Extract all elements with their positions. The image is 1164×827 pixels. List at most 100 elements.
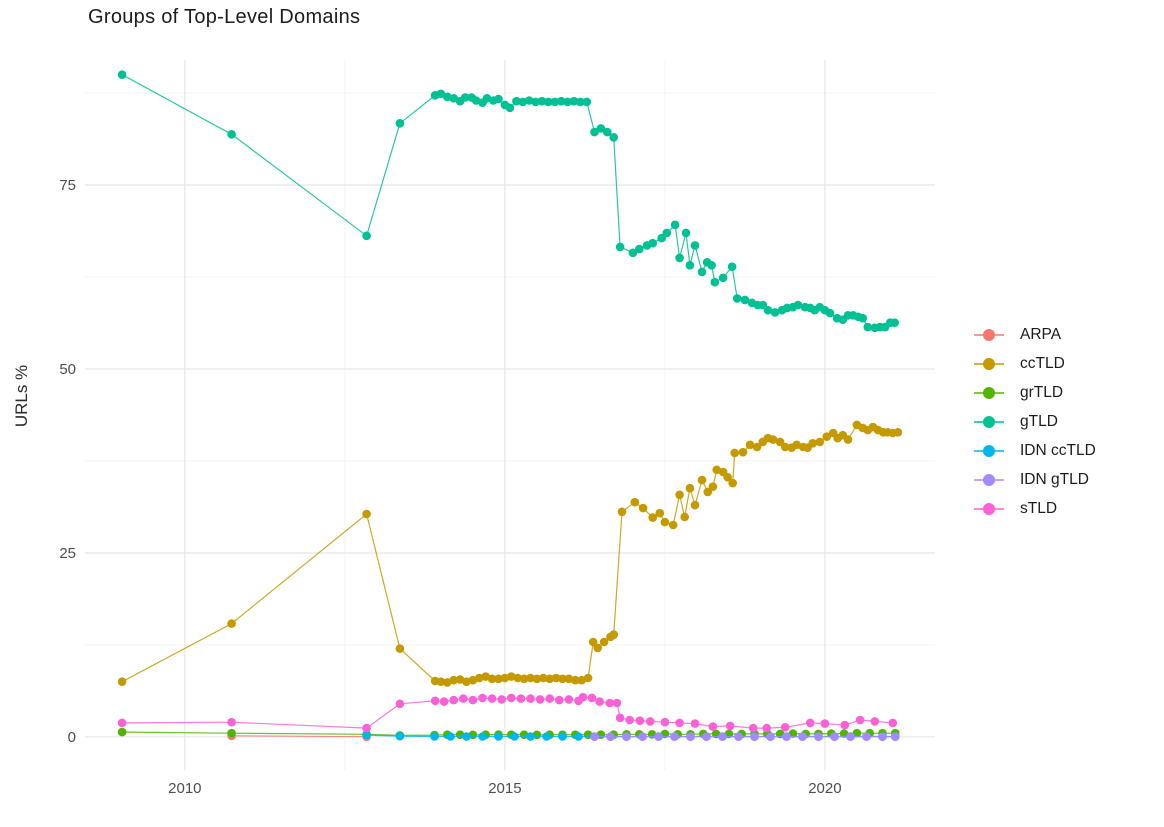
legend-key-icon bbox=[974, 444, 1004, 458]
data-point-cctld bbox=[475, 673, 484, 683]
data-point-gtld bbox=[590, 127, 599, 137]
data-point-idn-gtld bbox=[862, 732, 871, 741]
data-point-gtld bbox=[675, 253, 684, 263]
data-point-idn-cctld bbox=[558, 732, 567, 741]
data-point-gtld bbox=[858, 313, 867, 323]
data-point-stld bbox=[468, 695, 478, 705]
data-point-gtld bbox=[512, 96, 521, 106]
data-point-stld bbox=[478, 693, 487, 703]
data-point-cctld bbox=[487, 674, 497, 684]
data-point-idn-gtld bbox=[878, 732, 887, 741]
data-point-cctld bbox=[588, 637, 598, 647]
legend-label: grTLD bbox=[1020, 383, 1064, 401]
x-tick-label: 2010 bbox=[168, 780, 201, 797]
data-point-stld bbox=[555, 695, 564, 705]
data-point-gtld bbox=[681, 228, 691, 238]
data-point-idn-gtld bbox=[718, 732, 727, 741]
data-point-stld bbox=[820, 719, 830, 728]
data-point-gtld bbox=[740, 295, 750, 305]
data-point-idn-gtld bbox=[686, 732, 695, 741]
legend-key-dot bbox=[983, 357, 995, 370]
data-point-gtld bbox=[524, 96, 534, 105]
data-point-cctld bbox=[660, 517, 670, 527]
data-point-stld bbox=[487, 694, 497, 703]
data-point-cctld bbox=[558, 674, 567, 684]
x-tick-label: 2015 bbox=[488, 780, 521, 797]
y-tick-label: 0 bbox=[68, 729, 76, 746]
data-point-gtld bbox=[563, 97, 572, 107]
data-point-idn-gtld bbox=[734, 732, 743, 741]
data-point-gtld bbox=[697, 267, 707, 277]
data-point-gtld bbox=[556, 96, 566, 106]
data-point-stld bbox=[605, 698, 615, 708]
data-point-cctld bbox=[655, 508, 665, 518]
data-point-cctld bbox=[648, 513, 657, 522]
legend: ARPA ccTLD grTLD gTLD IDN ccTLD IDN gTLD sTLD bbox=[974, 320, 1096, 523]
data-point-cctld bbox=[526, 673, 535, 683]
data-point-stld bbox=[507, 693, 516, 703]
data-point-cctld bbox=[752, 442, 762, 452]
legend-item-grtld: grTLD bbox=[974, 378, 1096, 407]
legend-key-dot bbox=[983, 328, 995, 341]
data-point-idn-cctld bbox=[478, 732, 487, 741]
data-point-cctld bbox=[227, 619, 236, 628]
data-point-idn-gtld bbox=[606, 732, 615, 741]
legend-label: sTLD bbox=[1020, 499, 1058, 517]
data-point-gtld bbox=[628, 248, 638, 258]
data-point-gtld bbox=[727, 262, 737, 272]
legend-label: ccTLD bbox=[1020, 354, 1065, 372]
data-point-gtld bbox=[763, 305, 773, 315]
data-point-gtld bbox=[569, 96, 579, 106]
data-point-cctld bbox=[395, 644, 405, 653]
y-tick-label: 25 bbox=[59, 545, 76, 562]
legend-label: IDN ccTLD bbox=[1020, 441, 1096, 459]
data-point-grtld bbox=[788, 729, 798, 738]
data-point-gtld bbox=[793, 300, 803, 310]
data-point-gtld bbox=[544, 97, 553, 107]
legend-key-dot bbox=[983, 473, 995, 486]
data-point-cctld bbox=[697, 475, 707, 485]
data-point-cctld bbox=[545, 674, 554, 684]
data-point-gtld bbox=[460, 93, 470, 102]
data-point-stld bbox=[855, 715, 865, 725]
data-point-cctld bbox=[599, 637, 609, 647]
data-point-cctld bbox=[500, 673, 510, 683]
data-point-idn-cctld bbox=[446, 732, 455, 741]
data-point-idn-gtld bbox=[891, 732, 900, 741]
data-point-cctld bbox=[117, 677, 127, 686]
data-point-gtld bbox=[825, 308, 835, 318]
data-point-cctld bbox=[617, 507, 627, 517]
chart-title: Groups of Top-Level Domains bbox=[88, 6, 361, 28]
data-point-gtld bbox=[732, 294, 742, 303]
data-point-stld bbox=[526, 694, 535, 703]
data-point-idn-gtld bbox=[750, 732, 759, 741]
data-point-idn-cctld bbox=[494, 732, 503, 741]
legend-label: ARPA bbox=[1020, 325, 1062, 343]
data-point-cctld bbox=[893, 428, 903, 437]
legend-label: gTLD bbox=[1020, 412, 1058, 430]
data-point-gtld bbox=[227, 130, 236, 139]
data-point-cctld bbox=[638, 503, 648, 513]
series-line-arpa bbox=[231, 735, 367, 738]
data-point-idn-gtld bbox=[782, 732, 791, 741]
data-point-cctld bbox=[539, 673, 548, 683]
data-point-gtld bbox=[690, 241, 700, 250]
data-point-gtld bbox=[890, 318, 899, 328]
data-point-stld bbox=[690, 719, 700, 728]
data-point-stld bbox=[545, 694, 554, 703]
data-point-cctld bbox=[730, 448, 739, 458]
data-point-cctld bbox=[815, 437, 825, 447]
data-point-stld bbox=[612, 698, 622, 708]
data-point-stld bbox=[578, 692, 588, 702]
data-point-gtld bbox=[531, 97, 540, 107]
data-point-idn-gtld bbox=[846, 732, 855, 741]
data-point-stld bbox=[449, 695, 459, 705]
data-point-gtld bbox=[449, 94, 459, 103]
data-point-cctld bbox=[843, 435, 853, 444]
data-point-stld bbox=[516, 694, 526, 703]
series-line-cctld bbox=[121, 424, 898, 684]
data-point-cctld bbox=[564, 674, 574, 684]
data-point-grtld bbox=[227, 728, 236, 738]
